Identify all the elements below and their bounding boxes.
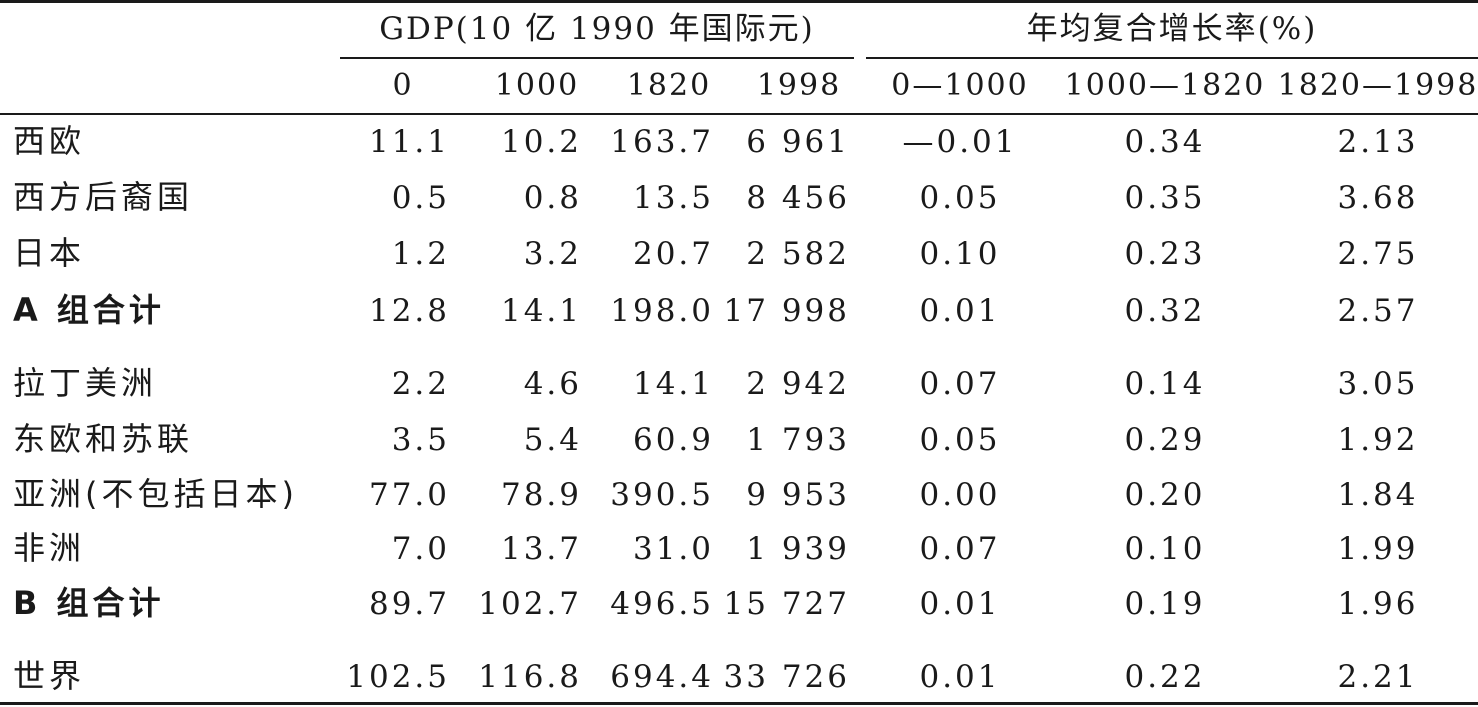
- table-cell: 10.2: [500, 124, 582, 160]
- row-label: 非洲: [13, 529, 86, 567]
- table-cell: 0.10: [919, 236, 1001, 272]
- table-cell: 0.19: [1124, 586, 1206, 622]
- table-cell: 2.13: [1337, 124, 1419, 160]
- column-header: 1820: [626, 68, 712, 103]
- table-cell: 1.84: [1337, 477, 1419, 513]
- table-cell: 102.7: [478, 586, 582, 622]
- table-cell: 0.20: [1124, 477, 1206, 513]
- table-cell: 163.7: [610, 124, 714, 160]
- table-cell: 20.7: [632, 236, 714, 272]
- table-cell: 2.75: [1337, 236, 1419, 272]
- table-cell: 13.5: [632, 180, 714, 216]
- table-cell: —0.01: [902, 124, 1018, 160]
- table-cell: 2.21: [1337, 659, 1419, 695]
- table-cell: 2 582: [746, 236, 850, 272]
- column-header: 1998: [756, 68, 842, 103]
- table-cell: 3.68: [1337, 180, 1419, 216]
- table-cell: 6 961: [746, 124, 850, 160]
- table-cell: 2.2: [391, 366, 450, 402]
- table-cell: 2 942: [746, 366, 850, 402]
- table-cell: 496.5: [610, 586, 714, 622]
- table-cell: 0.32: [1124, 293, 1206, 329]
- table-cell: 0.5: [391, 180, 450, 216]
- column-header: 0—1000: [891, 68, 1029, 103]
- table-cell: 102.5: [346, 659, 450, 695]
- table-cell: 1.92: [1337, 422, 1419, 458]
- row-label: 拉丁美洲: [13, 364, 158, 402]
- table-cell: 77.0: [368, 477, 450, 513]
- table-cell: 14.1: [632, 366, 714, 402]
- table-cell: 5.4: [523, 422, 582, 458]
- table-cell: 2.57: [1337, 293, 1419, 329]
- row-label: 西欧: [13, 122, 86, 160]
- table-cell: 0.05: [919, 422, 1001, 458]
- table-cell: 390.5: [610, 477, 714, 513]
- table-cell: 0.01: [919, 586, 1001, 622]
- table-cell: 13.7: [500, 531, 582, 567]
- column-header: 1820—1998: [1277, 68, 1478, 103]
- table-cell: 0.29: [1124, 422, 1206, 458]
- table-cell: 0.22: [1124, 659, 1206, 695]
- table-cell: 1 939: [746, 531, 850, 567]
- table-cell: 8 456: [746, 180, 850, 216]
- table-cell: 0.07: [919, 531, 1001, 567]
- top-rule: [0, 0, 1478, 3]
- table-cell: 3.05: [1337, 366, 1419, 402]
- group-header-gdp: GDP(10 亿 1990 年国际元): [379, 11, 815, 47]
- table-cell: 0.01: [919, 293, 1001, 329]
- table-cell: 17 998: [723, 293, 850, 329]
- table-cell: 3.5: [391, 422, 450, 458]
- table-cell: 89.7: [368, 586, 450, 622]
- row-label: 亚洲(不包括日本): [13, 475, 298, 513]
- table-cell: 60.9: [632, 422, 714, 458]
- table-cell: 4.6: [523, 366, 582, 402]
- table-cell: 15 727: [723, 586, 850, 622]
- column-header: 1000—1820: [1064, 68, 1266, 103]
- table-cell: 31.0: [632, 531, 714, 567]
- table-cell: 14.1: [500, 293, 582, 329]
- row-label: B 组合计: [13, 584, 165, 622]
- table-cell: 0.8: [523, 180, 582, 216]
- table-cell: 0.35: [1124, 180, 1206, 216]
- table-cell: 12.8: [368, 293, 450, 329]
- row-label: A 组合计: [13, 291, 165, 329]
- table-cell: 1 793: [746, 422, 850, 458]
- table-cell: 11.1: [368, 124, 450, 160]
- column-header: 1000: [494, 68, 580, 103]
- table-cell: 0.14: [1124, 366, 1206, 402]
- group-rule-gdp: [340, 57, 854, 59]
- table-cell: 1.99: [1337, 531, 1419, 567]
- group-rule-growth: [866, 57, 1478, 59]
- table-cell: 694.4: [610, 659, 714, 695]
- table-cell: 0.23: [1124, 236, 1206, 272]
- column-header: 0: [392, 68, 414, 103]
- row-label: 世界: [13, 657, 86, 695]
- table-cell: 9 953: [746, 477, 850, 513]
- table-cell: 0.10: [1124, 531, 1206, 567]
- table-cell: 3.2: [523, 236, 582, 272]
- table-cell: 0.00: [919, 477, 1001, 513]
- group-header-growth: 年均复合增长率(%): [1026, 11, 1318, 47]
- table-cell: 33 726: [723, 659, 850, 695]
- row-label: 日本: [13, 234, 86, 272]
- header-rule: [0, 113, 1478, 115]
- table-cell: 0.07: [919, 366, 1001, 402]
- table-cell: 116.8: [478, 659, 582, 695]
- row-label: 西方后裔国: [13, 178, 194, 216]
- table-cell: 0.01: [919, 659, 1001, 695]
- table-cell: 0.05: [919, 180, 1001, 216]
- row-label: 东欧和苏联: [13, 420, 194, 458]
- table-cell: 1.2: [391, 236, 450, 272]
- table-cell: 7.0: [391, 531, 450, 567]
- bottom-rule: [0, 702, 1478, 705]
- table-cell: 198.0: [610, 293, 714, 329]
- table-cell: 1.96: [1337, 586, 1419, 622]
- table-cell: 78.9: [500, 477, 582, 513]
- table-cell: 0.34: [1124, 124, 1206, 160]
